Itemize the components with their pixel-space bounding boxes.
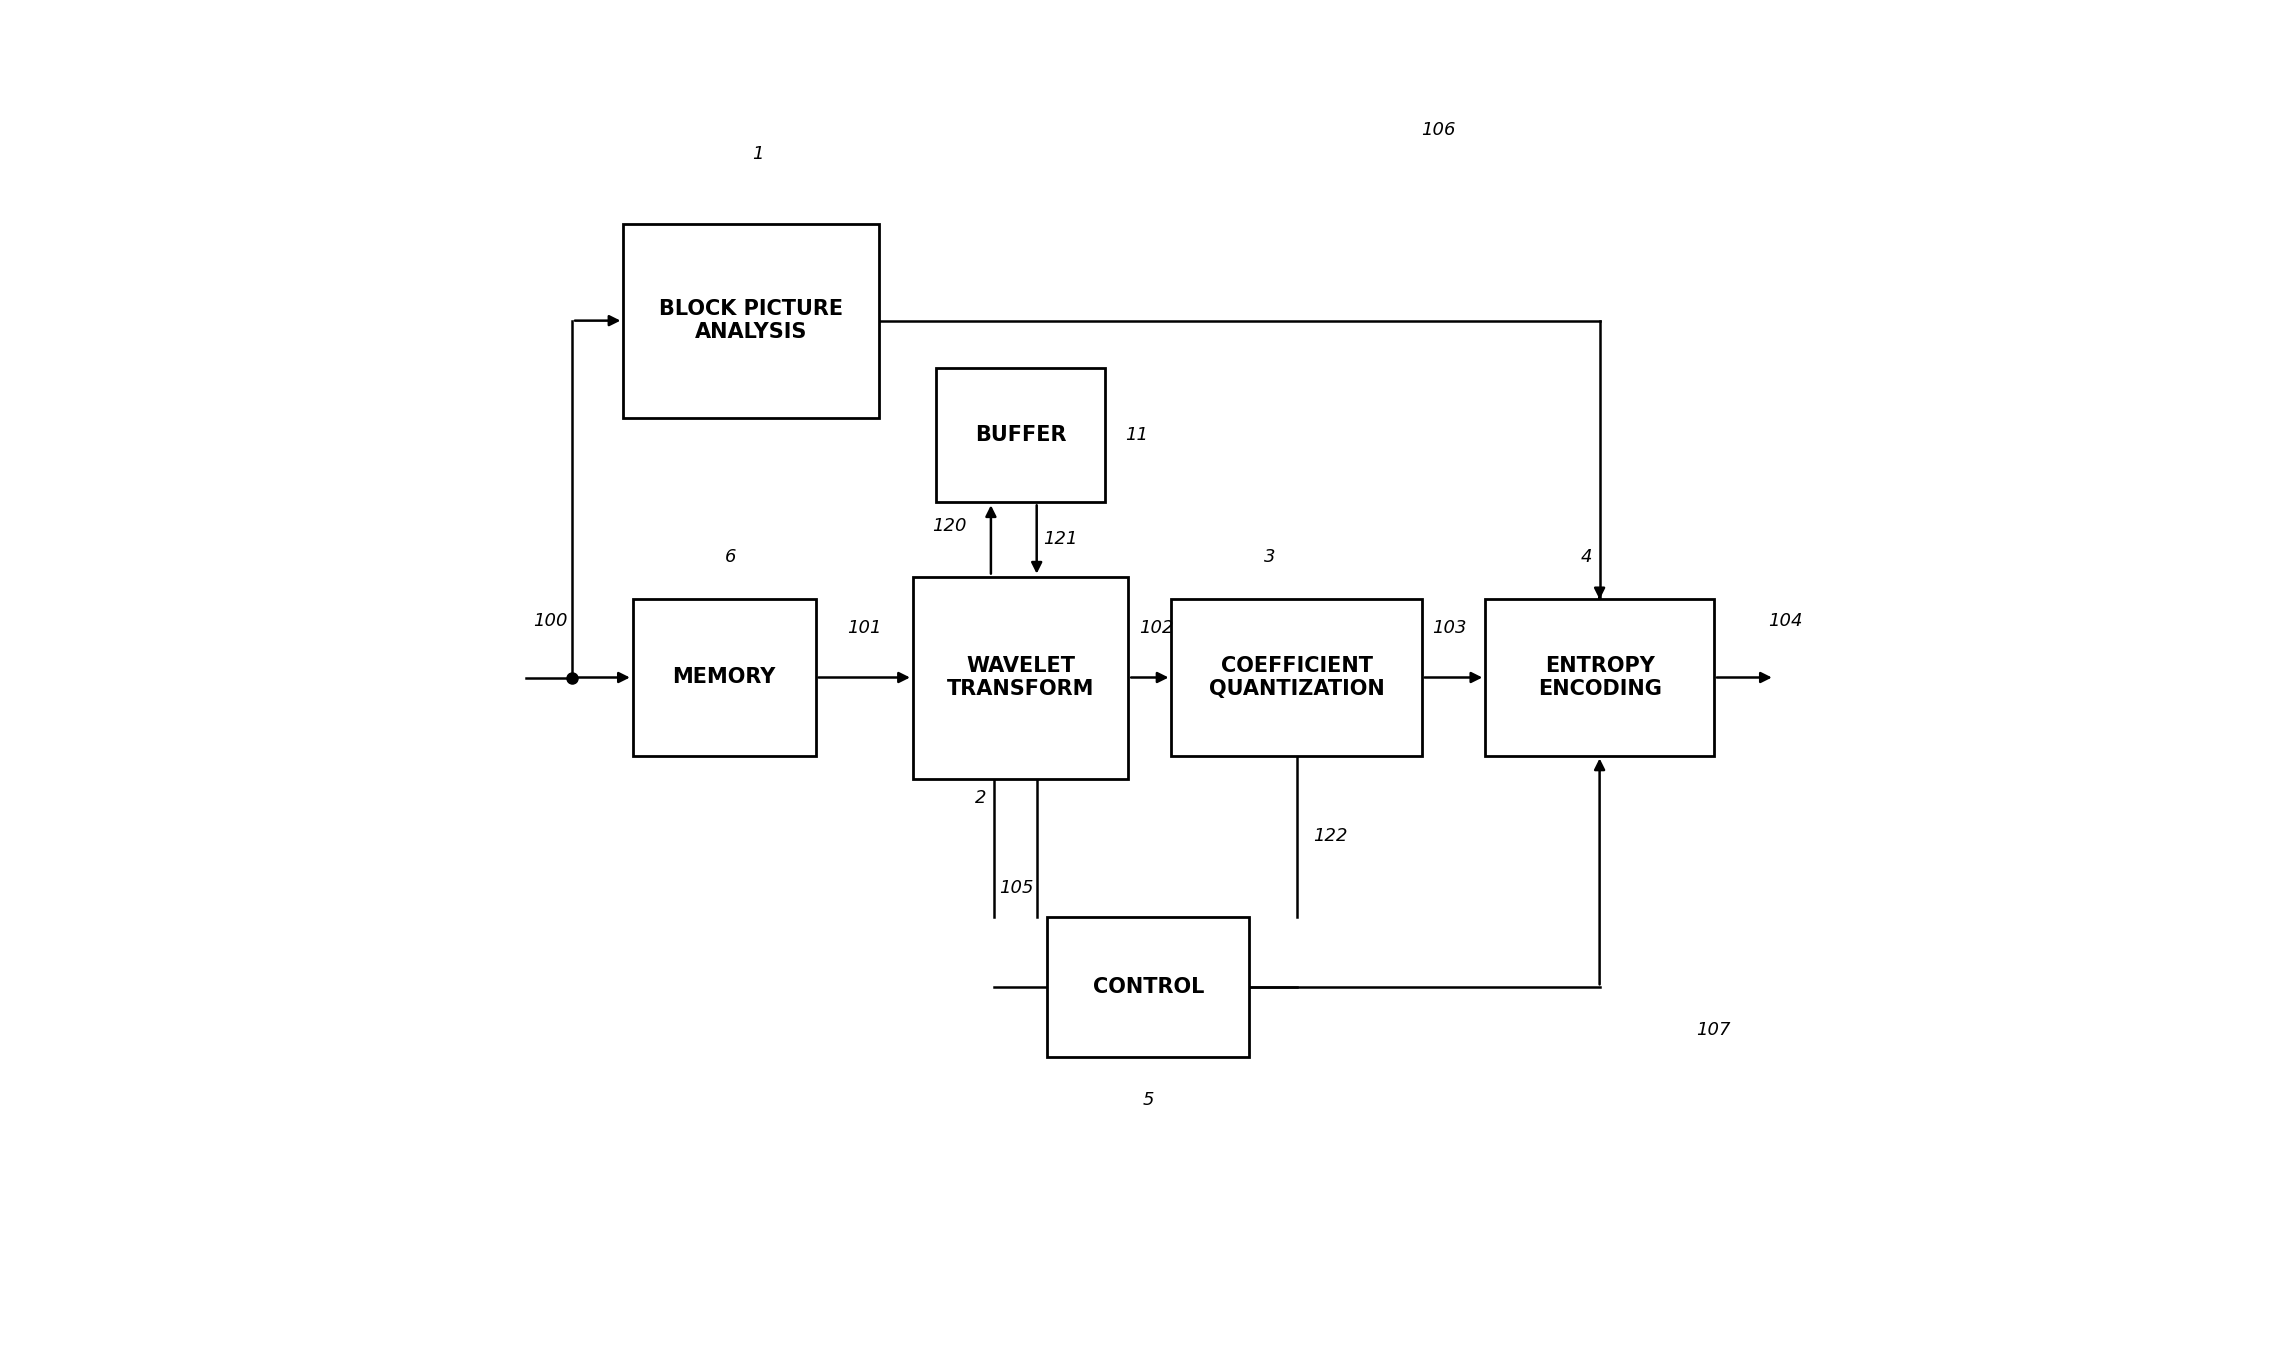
FancyBboxPatch shape [935,367,1105,503]
Text: BLOCK PICTURE
ANALYSIS: BLOCK PICTURE ANALYSIS [658,299,842,343]
Text: 106: 106 [1421,121,1455,138]
Text: 1: 1 [751,145,763,163]
FancyBboxPatch shape [624,224,878,417]
Text: 101: 101 [847,619,881,637]
Text: 3: 3 [1264,547,1276,566]
Text: 100: 100 [533,612,568,630]
Text: 122: 122 [1312,828,1348,846]
FancyBboxPatch shape [913,576,1128,779]
Text: 4: 4 [1580,547,1591,566]
Text: 104: 104 [1768,612,1802,630]
Text: ENTROPY
ENCODING: ENTROPY ENCODING [1537,656,1662,699]
FancyBboxPatch shape [1171,599,1421,756]
Text: 107: 107 [1696,1020,1730,1039]
Text: COEFFICIENT
QUANTIZATION: COEFFICIENT QUANTIZATION [1208,656,1385,699]
FancyBboxPatch shape [1485,599,1714,756]
Text: CONTROL: CONTROL [1092,977,1203,997]
Text: 6: 6 [724,547,738,566]
FancyBboxPatch shape [1046,917,1248,1057]
Text: 103: 103 [1432,619,1466,637]
Text: 102: 102 [1140,619,1174,637]
Text: 120: 120 [933,518,967,535]
Text: BUFFER: BUFFER [974,425,1067,444]
Text: 121: 121 [1044,530,1078,549]
Text: MEMORY: MEMORY [672,668,776,687]
FancyBboxPatch shape [633,599,815,756]
Text: 2: 2 [976,789,987,806]
Text: 11: 11 [1126,425,1149,444]
Text: WAVELET
TRANSFORM: WAVELET TRANSFORM [947,656,1094,699]
Text: 105: 105 [999,879,1035,897]
Text: 5: 5 [1142,1091,1153,1108]
